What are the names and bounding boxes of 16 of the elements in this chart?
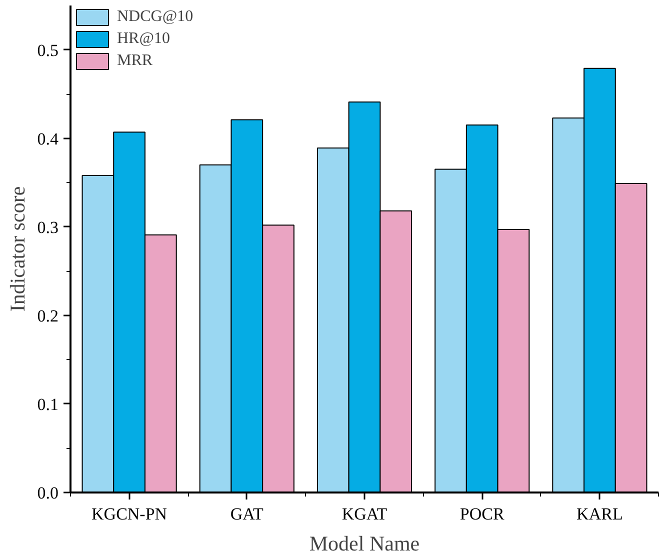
x-tick-label: KGCN-PN [92,504,168,524]
y-tick-label: 0.3 [37,218,58,237]
legend-label: MRR [117,52,153,70]
x-tick-label: POCR [460,504,505,524]
y-tick-label: 0.2 [37,306,58,326]
y-tick-label: 0.0 [37,484,58,502]
x-tick-label: KARL [576,504,623,524]
x-tick-label: KGAT [342,504,388,524]
y-tick-label: 0.4 [37,129,59,148]
x-tick-label: GAT [230,504,264,524]
y-tick-label: 0.5 [37,40,58,60]
legend-label: HR@10 [117,30,170,48]
y-tick-label: 0.1 [37,394,58,414]
x-axis-title: Model Name [309,532,420,556]
y-axis-title: Indicator score [5,186,30,312]
legend-label: NDCG@10 [117,8,194,26]
